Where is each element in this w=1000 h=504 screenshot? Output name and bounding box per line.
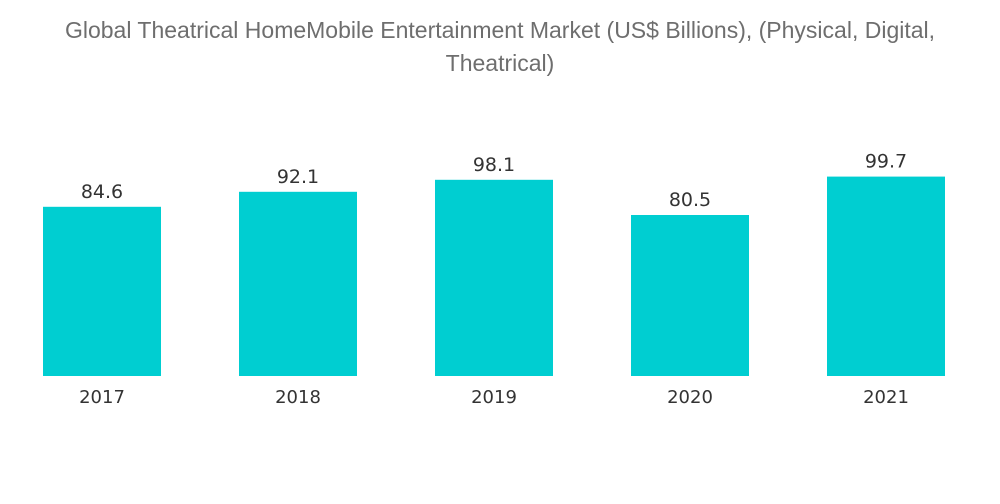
x-tick-label-2019: 2019 bbox=[471, 387, 517, 408]
bar-2020 bbox=[631, 215, 749, 376]
x-axis-ticks-layer: 2017 2018 2019 2020 2021 bbox=[79, 387, 909, 408]
data-label-2017: 84.6 bbox=[81, 181, 123, 203]
x-tick-label-2017: 2017 bbox=[79, 387, 125, 408]
bar-2018 bbox=[239, 191, 357, 376]
bar-2019 bbox=[435, 179, 553, 376]
bars-layer bbox=[43, 176, 945, 376]
data-label-2019: 98.1 bbox=[473, 154, 515, 176]
x-tick-label-2018: 2018 bbox=[275, 387, 321, 408]
x-tick-label-2021: 2021 bbox=[863, 387, 909, 408]
data-label-2020: 80.5 bbox=[669, 189, 711, 211]
bar-2017 bbox=[43, 206, 161, 376]
data-label-2018: 92.1 bbox=[277, 166, 319, 188]
data-label-2021: 99.7 bbox=[865, 151, 907, 173]
chart-title: Global Theatrical HomeMobile Entertainme… bbox=[64, 17, 936, 76]
x-tick-label-2020: 2020 bbox=[667, 387, 713, 408]
data-labels-layer: 84.6 92.1 98.1 80.5 99.7 bbox=[81, 151, 907, 211]
bar-2021 bbox=[827, 176, 945, 376]
